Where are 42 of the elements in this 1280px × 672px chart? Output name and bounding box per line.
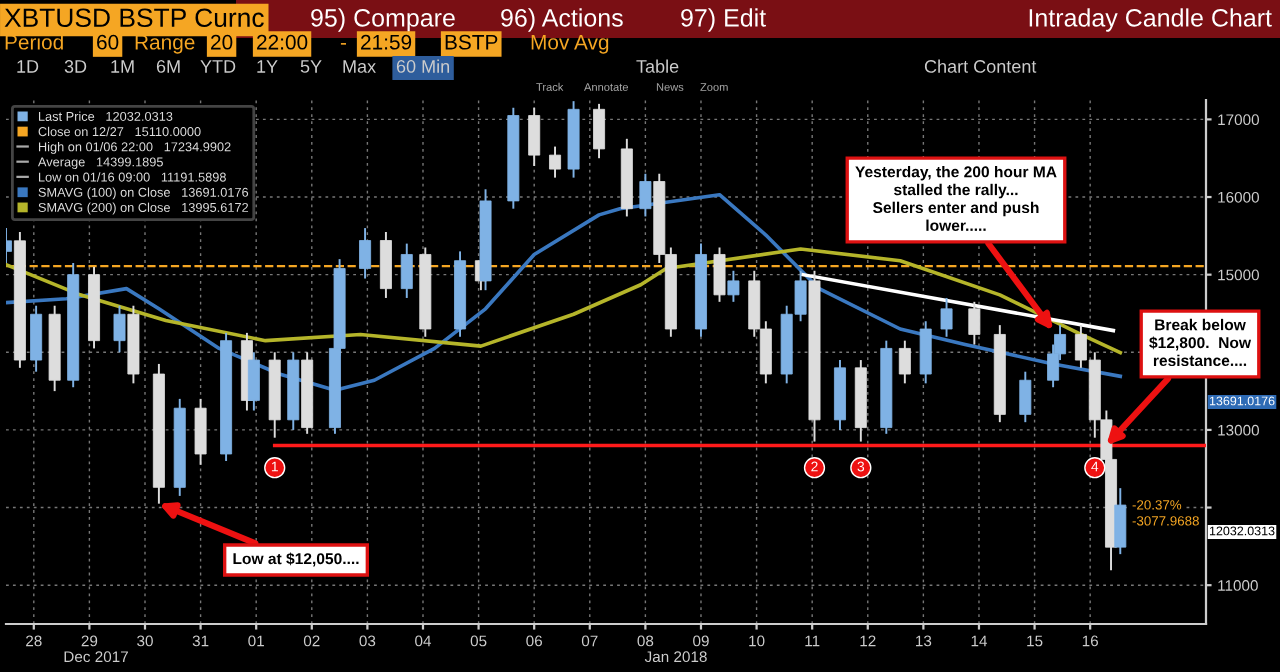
text: Max: [343, 60, 376, 73]
candlestick: [247, 351, 260, 412]
text: Mov Avg: [531, 35, 609, 54]
text: BSTP: [445, 34, 498, 50]
candlestick: [549, 145, 562, 179]
candlestick: [400, 242, 413, 299]
text: 60 Min: [396, 59, 450, 73]
candlestick: [968, 300, 981, 346]
candlestick: [898, 339, 911, 385]
text: 21:59: [361, 34, 412, 50]
candlestick: [727, 269, 740, 303]
text: 1Y: [257, 60, 278, 73]
text: 60: [97, 34, 119, 50]
chart-title: XBTUSD BSTP Curnc: [4, 8, 264, 28]
candlestick: [113, 304, 126, 354]
candlestick: [919, 320, 932, 385]
text: 1M: [111, 60, 134, 73]
text: Table: [636, 59, 679, 73]
chart-subtitle: Intraday Candle Chart: [1029, 8, 1272, 32]
candlestick: [713, 246, 726, 303]
candlestick: [593, 102, 606, 160]
text: -: [340, 43, 347, 45]
text: 22:00: [257, 34, 308, 50]
text: Range: [135, 35, 195, 54]
text: 1D: [17, 60, 39, 73]
text: 20: [211, 34, 233, 50]
text: 3D: [64, 60, 87, 73]
candlestick: [639, 172, 652, 218]
text: 95) Compare: [311, 8, 455, 32]
text: 96) Actions: [501, 8, 623, 32]
candlestick: [1114, 487, 1127, 556]
text: 97) Edit: [681, 8, 766, 32]
candlestick: [30, 304, 43, 373]
candlestick: [359, 227, 372, 280]
candlestick: [940, 296, 953, 338]
text: 6M: [156, 60, 180, 73]
candlestick: [194, 397, 207, 466]
candlestick: [528, 106, 541, 167]
text: YTD: [200, 60, 236, 73]
text: 5Y: [300, 60, 322, 73]
candlestick: [1019, 370, 1032, 424]
text: Chart Content: [924, 59, 1037, 73]
